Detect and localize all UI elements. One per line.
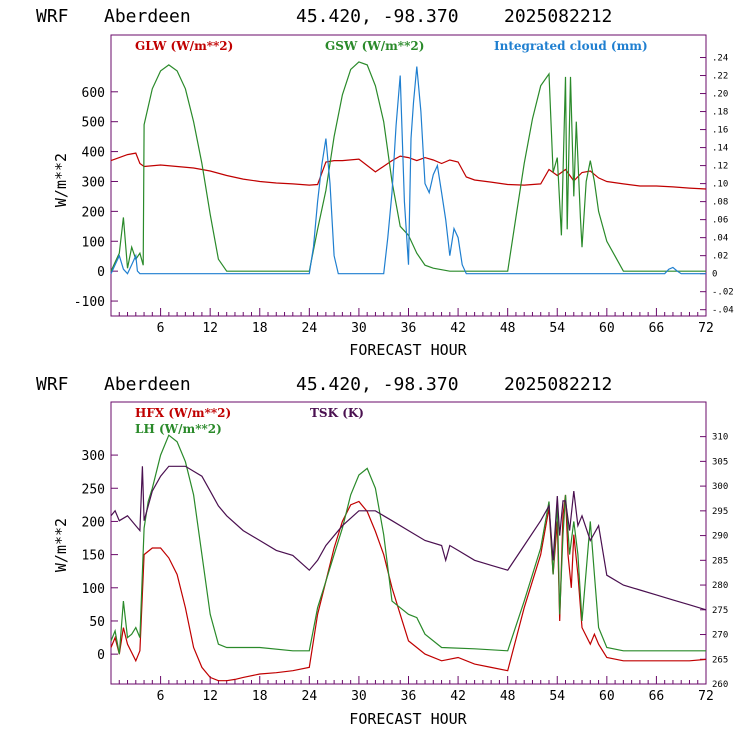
- y-tick-label: 50: [89, 615, 105, 630]
- y2-tick-label: 0: [712, 270, 717, 280]
- y2-tick-label: .08: [712, 198, 728, 208]
- y2-tick-label: 280: [712, 581, 728, 591]
- panel-2-run: 2025082212: [504, 374, 612, 395]
- y2-tick-label: 265: [712, 655, 728, 665]
- panel-1-plot: 6 12 18 24 30 36 42 48 54 60 66 72 -100 0 100 200 300 400…: [52, 34, 734, 359]
- panel-1-legend-glw: GLW (W/m**2): [135, 39, 233, 53]
- series-line-glw: [110, 152, 707, 190]
- panel-1-run: 2025082212: [504, 6, 612, 27]
- y2-tick-label: 260: [712, 680, 728, 690]
- panel-1-series: [110, 61, 707, 275]
- y-tick-label: 100: [82, 582, 105, 597]
- x-tick-label: 24: [302, 321, 318, 336]
- y2-tick-label: .12: [712, 162, 728, 172]
- y2-tick-label: .20: [712, 90, 728, 100]
- panel-1-site: Aberdeen: [104, 6, 191, 27]
- y2-tick-label: .14: [712, 144, 728, 154]
- panel-1-legend-cloud: Integrated cloud (mm): [494, 39, 648, 53]
- series-line-tsk: [110, 465, 707, 611]
- x-tick-label: 48: [500, 321, 516, 336]
- panel-1-coords: 45.420, -98.370: [296, 6, 459, 27]
- y-tick-label: 250: [82, 482, 105, 497]
- series-line-gsw: [110, 61, 706, 272]
- panel-2-header: WRF Aberdeen 45.420, -98.370 2025082212: [36, 374, 612, 395]
- y-tick-label: 300: [82, 449, 105, 464]
- panel-2-model: WRF: [36, 374, 69, 395]
- panel-1-header: WRF Aberdeen 45.420, -98.370 2025082212: [36, 6, 612, 27]
- y2-tick-label: -.02: [712, 288, 734, 298]
- y2-tick-label: .04: [712, 234, 728, 244]
- x-tick-label: 60: [599, 321, 615, 336]
- y-tick-label: 300: [82, 175, 105, 190]
- y-tick-label: 0: [97, 265, 105, 280]
- y2-tick-label: .22: [712, 72, 728, 82]
- y2-tick-label: 295: [712, 507, 728, 517]
- x-tick-label: 42: [450, 689, 466, 704]
- x-tick-label: 12: [202, 321, 218, 336]
- y-tick-label: 200: [82, 205, 105, 220]
- y2-tick-label: 310: [712, 433, 728, 443]
- x-tick-label: 72: [698, 321, 714, 336]
- y2-tick-label: 305: [712, 457, 728, 467]
- y2-tick-label: 300: [712, 482, 728, 492]
- y2-tick-label: 270: [712, 631, 728, 641]
- series-line-integrated: [110, 66, 706, 275]
- panel-2-y-axis-label: W/m**2: [52, 518, 70, 572]
- y2-tick-label: .16: [712, 126, 728, 136]
- y-tick-label: 150: [82, 549, 105, 564]
- panel-2-coords: 45.420, -98.370: [296, 374, 459, 395]
- x-tick-label: 42: [450, 321, 466, 336]
- x-tick-label: 66: [649, 321, 665, 336]
- series-line-lh: [110, 434, 706, 655]
- x-tick-label: 54: [549, 321, 565, 336]
- x-tick-label: 30: [351, 321, 367, 336]
- y-tick-label: 200: [82, 515, 105, 530]
- y2-tick-label: 275: [712, 606, 728, 616]
- y2-tick-label: 285: [712, 556, 728, 566]
- y-tick-label: 500: [82, 116, 105, 131]
- y2-tick-label: .06: [712, 216, 728, 226]
- panel-2-legend-hfx: HFX (W/m**2): [135, 406, 231, 420]
- x-tick-label: 6: [157, 689, 165, 704]
- x-tick-label: 54: [549, 689, 565, 704]
- panel-2-x-axis-label: FORECAST HOUR: [349, 710, 467, 728]
- x-tick-label: 36: [401, 689, 417, 704]
- x-tick-label: 66: [649, 689, 665, 704]
- x-tick-label: 18: [252, 321, 268, 336]
- panel-2-legend-tsk: TSK (K): [310, 406, 364, 420]
- panel-2-ticks: 6 12 18 24 30 36 42 48 54 60 66 72 0 50 100 150 200 250 30…: [82, 433, 729, 704]
- x-tick-label: 48: [500, 689, 516, 704]
- panel-2-series: [110, 434, 707, 682]
- x-tick-label: 60: [599, 689, 615, 704]
- y2-tick-label: -.04: [712, 306, 734, 316]
- y-tick-label: -100: [74, 295, 105, 310]
- panel-1-ticks: 6 12 18 24 30 36 42 48 54 60 66 72 -100 0 100 200 300 400…: [74, 54, 734, 336]
- y2-tick-label: .10: [712, 180, 728, 190]
- panel-1-model: WRF: [36, 6, 69, 27]
- x-tick-label: 24: [302, 689, 318, 704]
- x-tick-label: 18: [252, 689, 268, 704]
- y-tick-label: 100: [82, 235, 105, 250]
- panel-2-site: Aberdeen: [104, 374, 191, 395]
- panel-2-legend-lh: LH (W/m**2): [135, 422, 222, 436]
- panel-1-y-axis-label: W/m**2: [52, 153, 70, 207]
- y2-tick-label: 290: [712, 532, 728, 542]
- y2-tick-label: .02: [712, 252, 728, 262]
- x-tick-label: 30: [351, 689, 367, 704]
- x-tick-label: 12: [202, 689, 218, 704]
- x-tick-label: 6: [157, 321, 165, 336]
- series-line-hfx: [110, 494, 707, 682]
- x-tick-label: 36: [401, 321, 417, 336]
- y2-tick-label: .18: [712, 108, 728, 118]
- panel-1-legend-gsw: GSW (W/m**2): [325, 39, 424, 53]
- x-tick-label: 72: [698, 689, 714, 704]
- panel-2-plot: 6 12 18 24 30 36 42 48 54 60 66 72 0 50 100 150 200 250 30…: [52, 401, 729, 728]
- y2-tick-label: .24: [712, 54, 728, 64]
- y-tick-label: 600: [82, 86, 105, 101]
- panel-1-x-axis-label: FORECAST HOUR: [349, 341, 467, 359]
- y-tick-label: 400: [82, 146, 105, 161]
- y-tick-label: 0: [97, 648, 105, 663]
